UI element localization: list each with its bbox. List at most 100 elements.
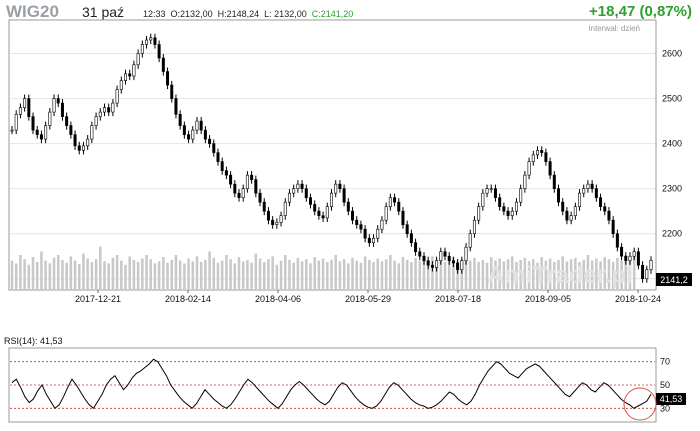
volume-bar (347, 263, 350, 290)
rsi-value-box (656, 393, 686, 405)
candle-body (519, 188, 523, 203)
candle-body (468, 233, 472, 248)
candle-body (199, 120, 203, 131)
volume-bar (254, 253, 258, 290)
price-chart[interactable]: AmiTrader.pl 260025002400230022002100 20… (0, 0, 700, 331)
volume-bar (426, 262, 430, 290)
candle-body (649, 259, 653, 271)
interval-label: Interwał: dzień (588, 24, 640, 33)
volume-bar (578, 262, 581, 290)
volume-bar (78, 264, 81, 290)
volume-bar (506, 259, 510, 290)
rsi-tick-label: 50 (660, 380, 670, 390)
candle-body (308, 197, 312, 205)
candle-body (77, 145, 81, 151)
candle-body (397, 201, 401, 212)
volume-bar (90, 262, 94, 290)
volume-bar (305, 259, 308, 290)
candle-body (69, 125, 73, 135)
volume-bar (351, 257, 354, 290)
candle-body (27, 98, 31, 117)
volume-bar (372, 262, 375, 290)
x-tick-label: 2017-12-21 (75, 294, 121, 304)
volume-bar (389, 255, 392, 290)
candle-body (540, 150, 544, 153)
volume-bar (183, 263, 186, 290)
candle-body (271, 219, 275, 225)
volume-bar (111, 257, 115, 290)
volume-bar (511, 256, 514, 290)
candle-body (615, 233, 619, 248)
volume-bar (532, 259, 535, 290)
candle-body (636, 251, 640, 266)
candle-body (245, 174, 249, 189)
volume-bar (199, 262, 203, 290)
volume-bar (599, 261, 602, 290)
candle-body (266, 210, 270, 221)
candle-body (477, 206, 481, 221)
candle-body (388, 197, 392, 207)
candle-body (578, 192, 582, 207)
volume-bar (52, 257, 56, 290)
candle-body (594, 188, 598, 198)
candle-body (346, 201, 350, 212)
volume-bar (283, 255, 287, 290)
volume-bar (262, 262, 266, 290)
candle-body (145, 39, 149, 45)
volume-bar (561, 256, 564, 290)
volume-bar (477, 262, 480, 290)
candle-body (586, 183, 590, 189)
volume-bar (195, 256, 199, 290)
candle-body (98, 111, 102, 117)
candle-body (624, 255, 628, 262)
candle-body (481, 192, 485, 207)
candle-body (443, 251, 447, 257)
rsi-title: RSI(14): 41,53 (4, 336, 63, 346)
candle-body (292, 188, 296, 194)
x-tick-label: 2018-05-29 (345, 294, 391, 304)
volume-bar (498, 258, 501, 290)
candle-body (338, 183, 342, 189)
candle-body (334, 183, 338, 194)
volume-bar (632, 256, 636, 290)
volume-bar (115, 255, 119, 290)
volume-bar (330, 259, 333, 290)
volume-bar (162, 257, 165, 290)
volume-bar (31, 257, 35, 290)
candle-body (157, 44, 161, 59)
candle-body (279, 215, 283, 223)
candle-body (166, 71, 170, 86)
volume-bar (359, 262, 363, 290)
candle-body (287, 192, 291, 203)
y-tick-label: 2300 (662, 184, 682, 194)
volume-bar (380, 261, 384, 290)
volume-bar (241, 261, 245, 290)
candle-body (384, 206, 388, 221)
candle-body (224, 170, 228, 176)
volume-bar (401, 257, 405, 290)
candle-body (208, 138, 212, 144)
candle-body (607, 210, 611, 221)
candle-body (56, 98, 60, 104)
volume-bar (23, 259, 26, 290)
volume-bar (212, 257, 216, 290)
volume-bar (557, 259, 560, 290)
candle-body (493, 188, 497, 198)
high-value: H:2148,24 (217, 9, 260, 19)
candle-body (149, 37, 153, 41)
volume-bar (368, 259, 371, 290)
volume-bar (553, 262, 556, 290)
volume-bar (590, 260, 594, 290)
candle-body (531, 154, 535, 162)
volume-bar (124, 264, 127, 290)
candle-body (313, 204, 317, 212)
volume-bar (61, 259, 64, 290)
volume-bar (216, 262, 220, 290)
volume-bar (132, 259, 136, 290)
volume-bar (14, 263, 18, 290)
volume-bar (128, 256, 131, 290)
change-readout: +18,47 (0,87%) (589, 3, 692, 20)
volume-bar (220, 260, 224, 290)
candle-body (216, 152, 220, 162)
